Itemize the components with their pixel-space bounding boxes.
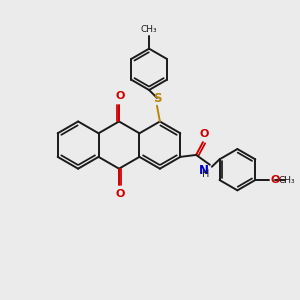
Text: N: N	[199, 164, 209, 177]
Text: CH₃: CH₃	[141, 25, 158, 34]
Text: O: O	[115, 91, 125, 101]
Text: CH₃: CH₃	[279, 176, 296, 184]
Text: O: O	[115, 189, 125, 199]
Text: O: O	[270, 175, 279, 185]
Text: H: H	[202, 169, 209, 179]
Text: O: O	[199, 129, 209, 139]
Text: S: S	[153, 92, 161, 105]
